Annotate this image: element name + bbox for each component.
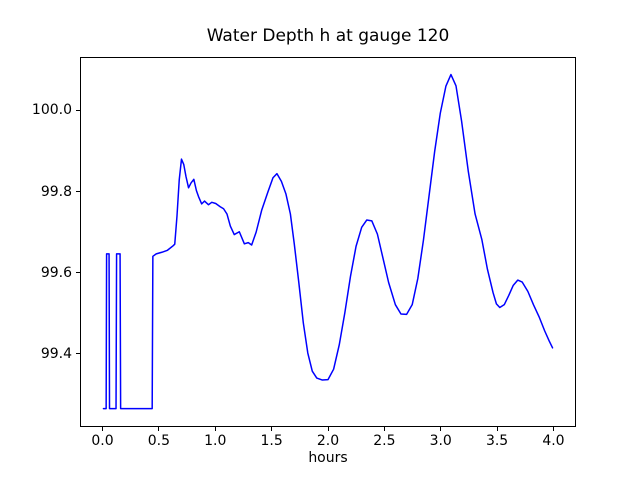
x-tick-mark (496, 427, 498, 431)
x-tick-label: 2.0 (316, 433, 340, 449)
x-tick-label: 2.5 (373, 433, 396, 449)
x-tick-mark (383, 427, 385, 431)
chart-title: Water Depth h at gauge 120 (206, 26, 450, 46)
x-tick-label: 1.0 (204, 433, 227, 449)
y-tick-label: 99.8 (40, 183, 72, 200)
x-tick-mark (271, 427, 273, 431)
x-tick-mark (158, 427, 160, 431)
y-tick-label: 100.0 (31, 102, 72, 119)
x-tick-label: 3.5 (485, 433, 509, 449)
plot-area (80, 57, 576, 427)
y-tick-label: 99.4 (40, 345, 72, 362)
y-tick-mark (76, 353, 80, 355)
x-tick-label: 1.5 (260, 433, 283, 449)
y-tick-label: 99.6 (40, 264, 72, 281)
x-tick-mark (214, 427, 216, 431)
x-tick-mark (552, 427, 554, 431)
x-tick-label: 0.0 (91, 433, 114, 449)
x-tick-mark (440, 427, 442, 431)
water-depth-line (102, 73, 554, 410)
y-tick-mark (76, 272, 80, 274)
x-tick-mark (327, 427, 329, 431)
x-tick-label: 0.5 (147, 433, 171, 449)
x-tick-label: 3.0 (429, 433, 452, 449)
x-axis-label: hours (308, 450, 348, 466)
y-tick-mark (76, 191, 80, 193)
x-tick-label: 4.0 (542, 433, 565, 449)
line-plot-canvas (102, 73, 554, 410)
x-tick-mark (102, 427, 104, 431)
y-tick-mark (76, 109, 80, 111)
